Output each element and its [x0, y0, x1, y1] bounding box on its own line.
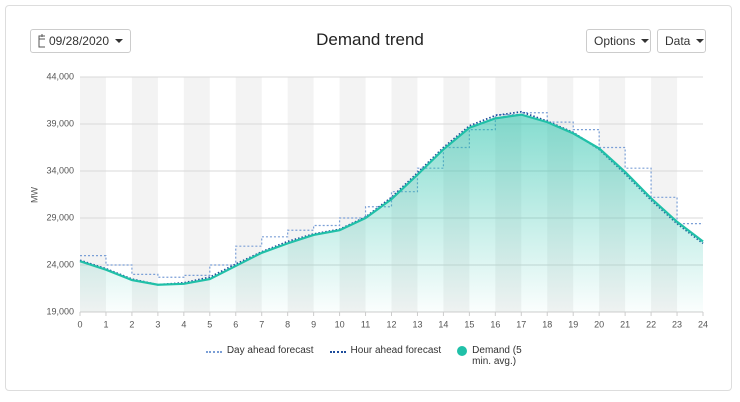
x-tick-label: 4 [181, 319, 186, 329]
y-tick-label: 29,000 [46, 212, 74, 222]
x-tick-label: 22 [646, 319, 656, 329]
x-tick-label: 12 [386, 319, 396, 329]
legend-item[interactable]: Demand (5 min. avg.) [457, 345, 534, 367]
x-tick-label: 14 [438, 319, 448, 329]
x-tick-label: 18 [542, 319, 552, 329]
options-button[interactable]: Options [586, 29, 651, 53]
x-tick-label: 17 [516, 319, 526, 329]
demand-line [79, 113, 704, 286]
demand-area [80, 114, 703, 312]
x-tick-label: 3 [155, 319, 160, 329]
band [131, 77, 158, 312]
x-tick-label: 9 [311, 319, 316, 329]
data-button[interactable]: Data [657, 29, 706, 53]
x-tick-label: 21 [620, 319, 630, 329]
x-tick-label: 0 [77, 319, 82, 329]
x-tick-label: 10 [335, 319, 345, 329]
legend-label: Hour ahead forecast [350, 345, 442, 356]
y-axis-label: MW [29, 187, 39, 203]
legend-symbol [329, 351, 346, 353]
x-tick-label: 8 [285, 319, 290, 329]
x-tick-label: 1 [103, 319, 108, 329]
y-tick-label: 44,000 [46, 71, 74, 81]
x-tick-label: 11 [361, 319, 370, 329]
legend-item[interactable]: Day ahead forecast [205, 345, 314, 367]
x-tick-label: 13 [412, 319, 422, 329]
chart-title: Demand trend [316, 30, 424, 49]
legend-symbol [205, 351, 222, 353]
card [5, 5, 732, 391]
legend-symbol [457, 346, 468, 356]
x-tick-label: 2 [129, 319, 134, 329]
chart: MW 19,000 24,000 29,000 34,000 39,000 44,000 0… [29, 71, 708, 329]
legend-label: Demand (5 min. avg.) [472, 345, 522, 367]
x-tick-label: 23 [672, 319, 682, 329]
legend-item[interactable]: Hour ahead forecast [329, 345, 442, 367]
x-tick-label: 5 [207, 319, 212, 329]
x-tick-label: 24 [698, 319, 708, 329]
y-tick-label: 34,000 [46, 165, 74, 175]
date-text: 09/28/2020 [48, 34, 109, 48]
calendar-icon [38, 34, 45, 48]
x-tick-label: 20 [594, 319, 604, 329]
x-tick-label: 6 [233, 319, 238, 329]
x-tick-label: 7 [259, 319, 264, 329]
button-text: Options [594, 34, 636, 48]
day-ahead-line [80, 112, 703, 278]
legend-label: Day ahead forecast [226, 345, 314, 356]
y-tick-label: 24,000 [46, 259, 74, 269]
x-tick-label: 16 [490, 319, 500, 329]
date-picker[interactable]: 09/28/2020 [30, 29, 131, 53]
y-tick-label: 39,000 [46, 118, 74, 128]
button-text: Data [665, 34, 691, 48]
x-tick-label: 15 [464, 319, 474, 329]
y-tick-label: 19,000 [46, 306, 74, 316]
band [183, 77, 210, 312]
legend: Day ahead forecast Hour ahead forecast Dem… [0, 345, 740, 367]
x-tick-label: 19 [568, 319, 578, 329]
